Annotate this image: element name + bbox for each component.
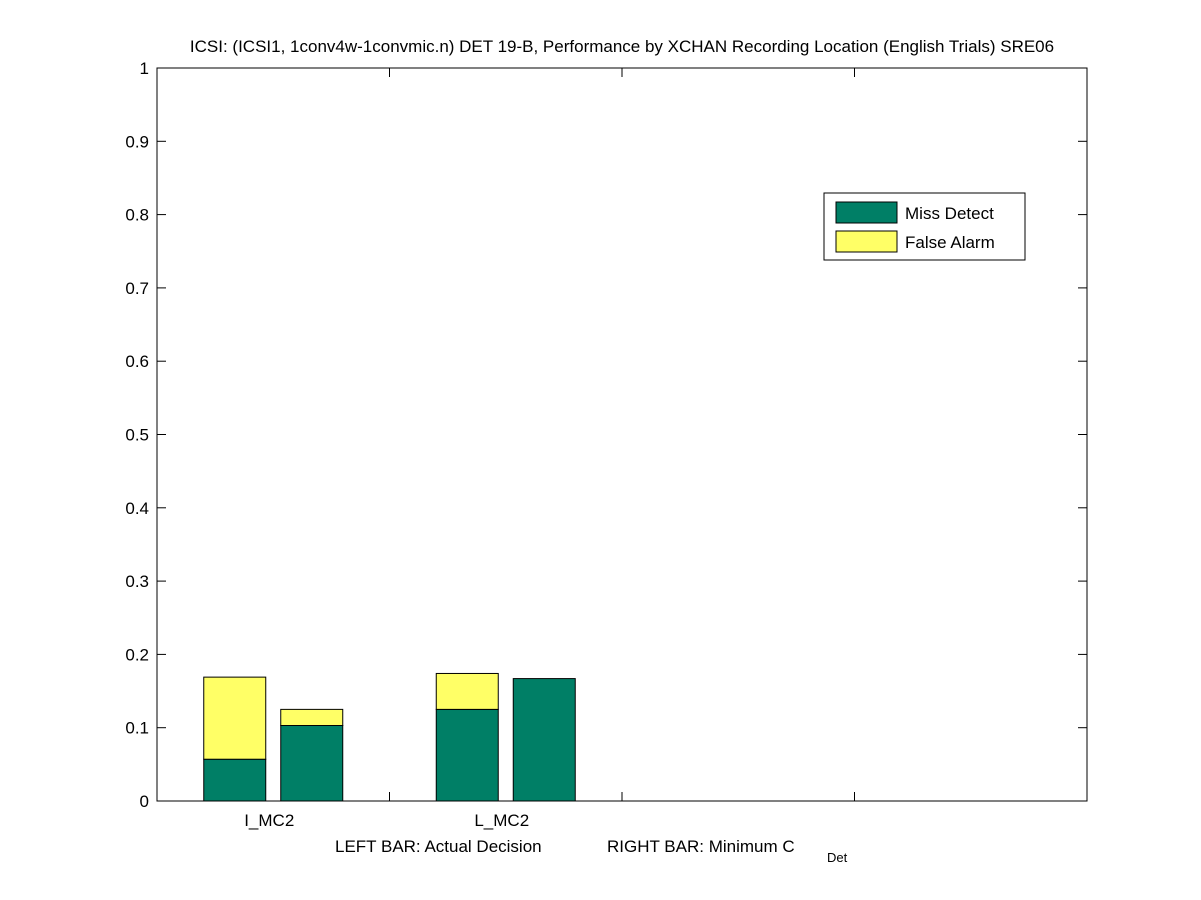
- miss-detect-bar-right: [512, 678, 576, 802]
- false-alarm-bar-left: [435, 672, 499, 710]
- legend-swatch: [835, 230, 898, 253]
- miss-detect-bar-left: [435, 708, 499, 802]
- x-axis-label: LEFT BAR: Actual Decision RIGHT BAR: Min…: [335, 837, 848, 865]
- y-axis-tick-labels: 0 0.1 0.2 0.3 0.4 0.5 0.6 0.7 0.8 0.9 1: [125, 59, 149, 811]
- x-tick-label: L_MC2: [474, 811, 529, 830]
- y-tick-label: 0.1: [125, 719, 149, 738]
- y-tick-label: 0: [140, 792, 149, 811]
- y-tick-label: 0.3: [125, 572, 149, 591]
- legend: Miss Detect False Alarm: [823, 192, 1026, 261]
- x-axis-category-labels: I_MC2 L_MC2: [244, 811, 529, 830]
- legend-label: False Alarm: [905, 233, 995, 252]
- miss-detect-bar-left: [203, 758, 267, 802]
- x-axis-label-subscript: Det: [827, 850, 848, 865]
- x-axis-ticks: [389, 68, 855, 801]
- plot-area-frame: [156, 67, 1088, 802]
- bars-group: [203, 672, 576, 802]
- false-alarm-bar-right: [280, 708, 344, 727]
- y-tick-label: 1: [140, 59, 149, 78]
- legend-label: Miss Detect: [905, 204, 994, 223]
- y-tick-label: 0.8: [125, 206, 149, 225]
- y-tick-label: 0.7: [125, 279, 149, 298]
- x-axis-label-left: LEFT BAR: Actual Decision: [335, 837, 542, 856]
- y-tick-label: 0.5: [125, 426, 149, 445]
- legend-swatch: [835, 201, 898, 224]
- y-tick-label: 0.2: [125, 645, 149, 664]
- chart-title: ICSI: (ICSI1, 1conv4w-1convmic.n) DET 19…: [190, 37, 1054, 56]
- y-tick-label: 0.4: [125, 499, 149, 518]
- y-tick-label: 0.9: [125, 132, 149, 151]
- x-axis-label-right: RIGHT BAR: Minimum C: [607, 837, 795, 856]
- x-tick-label: I_MC2: [244, 811, 294, 830]
- y-tick-label: 0.6: [125, 352, 149, 371]
- miss-detect-bar-right: [280, 725, 344, 802]
- false-alarm-bar-left: [203, 676, 267, 760]
